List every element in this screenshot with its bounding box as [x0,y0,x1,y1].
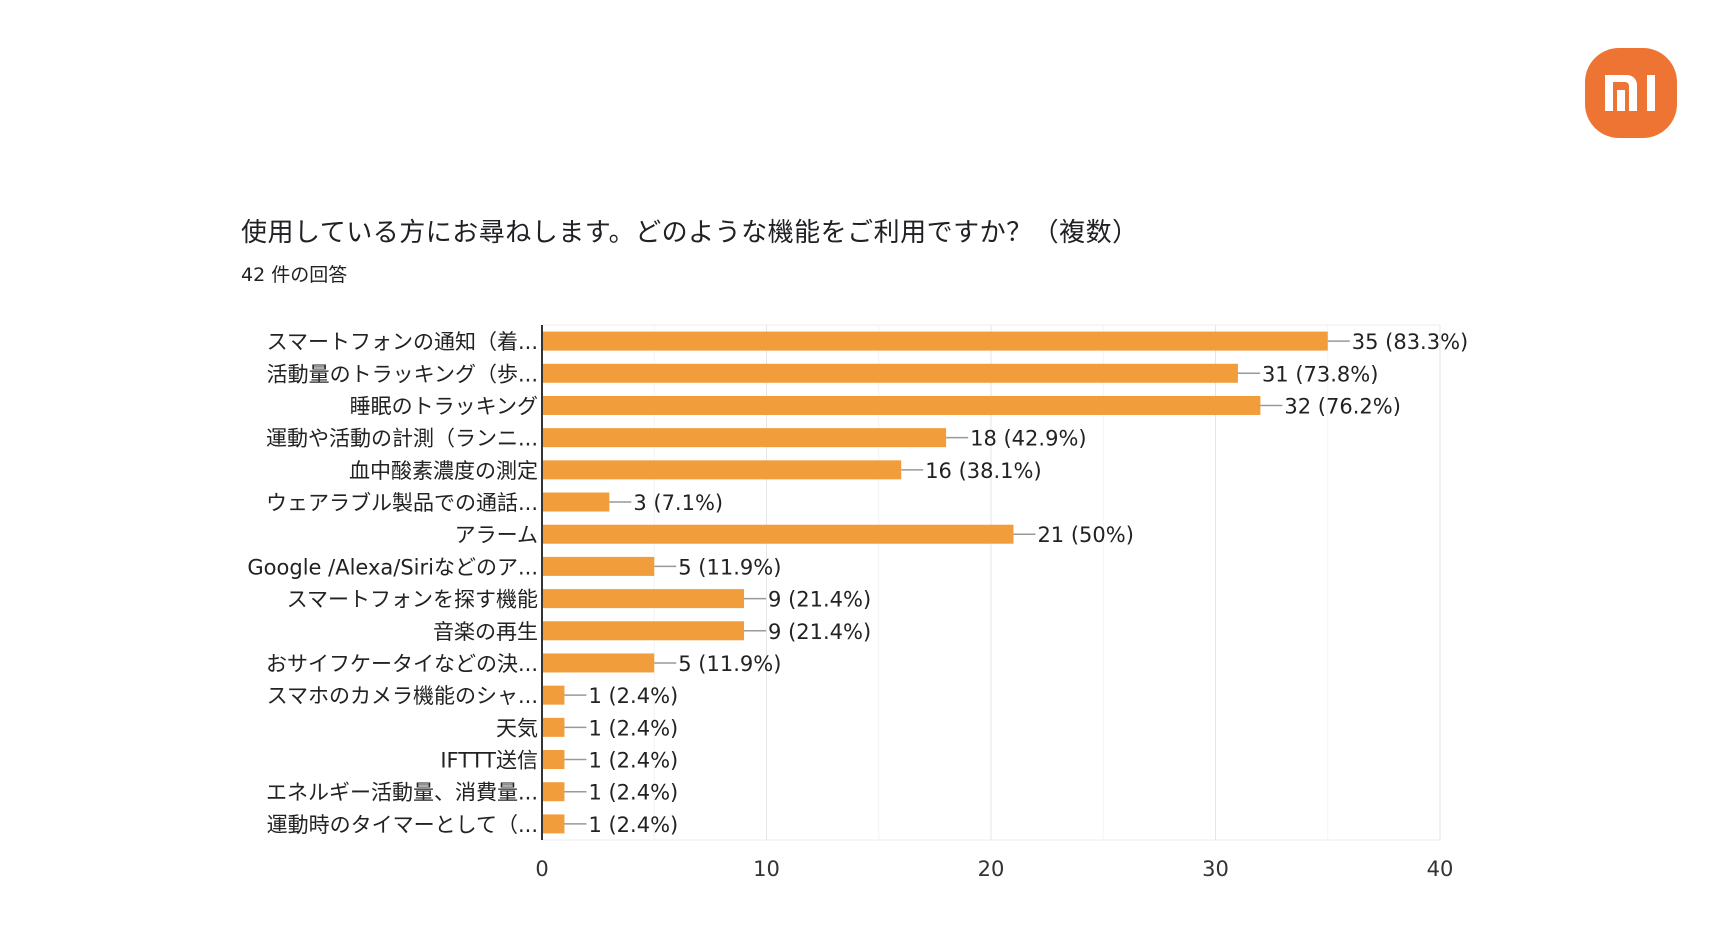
x-tick-label: 10 [753,857,780,881]
category-label: アラーム [455,523,538,547]
bar[interactable] [542,589,745,609]
bars [542,331,1328,834]
value-label: 9 (21.4%) [768,620,871,644]
category-label: 活動量のトラッキング（歩... [267,362,538,386]
category-label: おサイフケータイなどの決... [266,652,538,676]
value-label: 1 (2.4%) [588,813,678,837]
bar[interactable] [542,814,565,834]
category-label: スマホのカメラ機能のシャ... [267,684,538,708]
bar[interactable] [542,621,745,641]
bar[interactable] [542,524,1014,544]
value-label: 1 (2.4%) [588,749,678,773]
bar[interactable] [542,685,565,705]
value-label: 3 (7.1%) [633,491,723,515]
bar[interactable] [542,363,1238,383]
category-label: 天気 [496,716,538,740]
bar[interactable] [542,717,565,737]
value-label: 21 (50%) [1037,523,1133,547]
category-label: スマートフォンを探す機能 [287,588,538,612]
bar[interactable] [542,460,902,480]
value-label: 35 (83.3%) [1352,330,1469,354]
category-label: 睡眠のトラッキング [350,394,538,418]
bar[interactable] [542,428,947,448]
label-connectors [564,340,1350,825]
value-label: 32 (76.2%) [1284,394,1401,418]
category-label: エネルギー活動量、消費量... [266,781,538,805]
x-tick-label: 30 [1202,857,1229,881]
x-tick-label: 40 [1427,857,1454,881]
bar[interactable] [542,782,565,802]
response-count: 42 件の回答 [241,264,348,286]
category-label: 運動や活動の計測（ランニ... [266,427,538,451]
xiaomi-logo [1585,48,1677,138]
category-label: Google /Alexa/Siriなどのア... [247,555,538,579]
x-tick-label: 0 [535,857,548,881]
category-label: スマートフォンの通知（着... [267,330,538,354]
value-label: 5 (11.9%) [678,652,781,676]
x-tick-label: 20 [978,857,1005,881]
value-label: 31 (73.8%) [1262,362,1379,386]
bar[interactable] [542,750,565,770]
value-label: 9 (21.4%) [768,588,871,612]
value-label: 16 (38.1%) [925,459,1041,483]
bar[interactable] [542,331,1328,351]
bar[interactable] [542,395,1261,415]
category-label: 血中酸素濃度の測定 [349,459,538,483]
category-label: ウェアラブル製品での通話... [266,491,538,515]
category-labels: スマートフォンの通知（着... 活動量のトラッキング（歩... 睡眠のトラッキング運… [247,330,538,837]
value-label: 1 (2.4%) [588,781,678,805]
category-label: 運動時のタイマーとして（... [267,813,538,837]
mi-logo-icon [1605,75,1655,111]
bar[interactable] [542,653,655,673]
value-label: 18 (42.9%) [970,427,1087,451]
value-label: 1 (2.4%) [588,684,678,708]
value-label: 5 (11.9%) [678,555,781,579]
value-labels: 35 (83.3%) 31 (73.8%) 32 (76.2%) 18 (42.9%)… [588,330,1468,837]
category-label: IFTTT送信 [440,749,538,773]
bar[interactable] [542,556,655,576]
value-label: 1 (2.4%) [588,716,678,740]
chart-title: 使用している方にお尋ねします。どのような機能をご利用ですか？（複数） [241,218,1139,248]
bar[interactable] [542,492,610,512]
category-label: 音楽の再生 [433,620,538,644]
x-tick-labels: 0 10 20 30 40 [535,857,1453,881]
